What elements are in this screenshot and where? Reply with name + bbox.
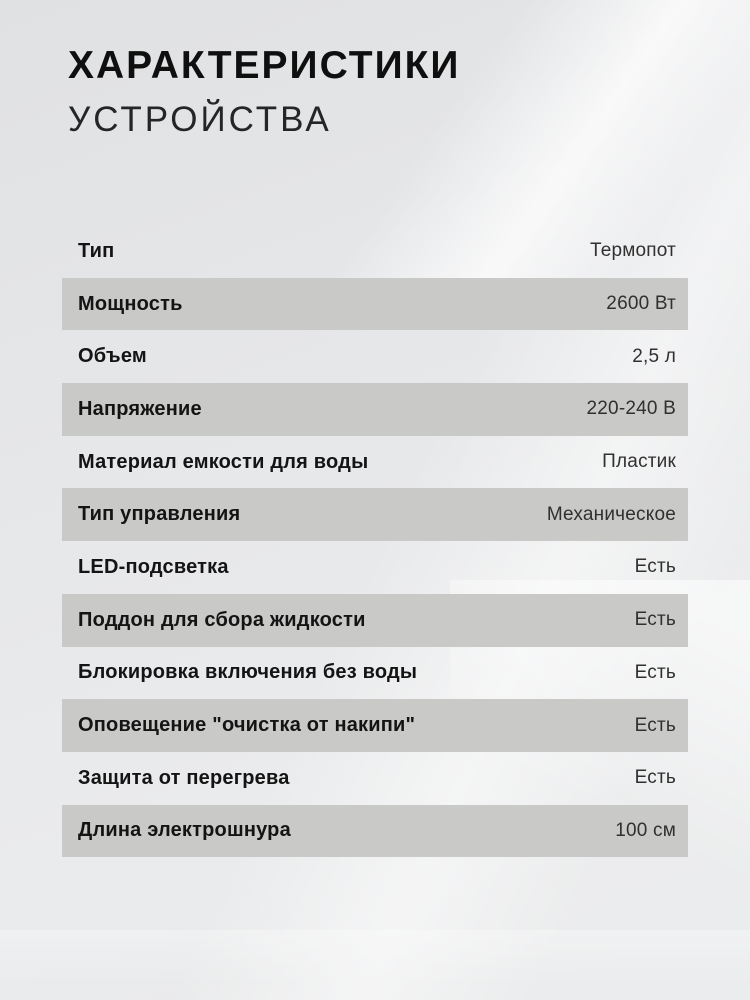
background-light-band: [0, 930, 750, 1000]
spec-value: Термопот: [589, 240, 676, 262]
page-header: ХАРАКТЕРИСТИКИ УСТРОЙСТВА: [68, 44, 461, 139]
spec-label: Мощность: [78, 292, 183, 315]
table-row: Напряжение 220-240 В: [62, 383, 688, 436]
table-row: Тип Термопот: [62, 225, 688, 278]
spec-value: Есть: [634, 609, 676, 631]
spec-value: Пластик: [602, 451, 676, 473]
table-row: Мощность 2600 Вт: [62, 277, 688, 331]
spec-label: Напряжение: [78, 397, 202, 420]
spec-value: Есть: [634, 556, 676, 578]
spec-table: Тип Термопот Мощность 2600 Вт Объем 2,5 л Напр…: [62, 225, 688, 858]
table-row: Поддон для сбора жидкости Есть: [62, 593, 688, 647]
table-row: Защита от перегрева Есть: [62, 752, 688, 805]
spec-label: Блокировка включения без воды: [78, 661, 418, 684]
table-row: Блокировка включения без воды Есть: [62, 647, 688, 700]
spec-label: Тип: [78, 239, 115, 262]
table-row: Материал емкости для воды Пластик: [62, 436, 688, 489]
spec-value: Есть: [634, 714, 676, 736]
table-row: Оповещение "очистка от накипи" Есть: [62, 699, 688, 752]
spec-value: 100 см: [615, 819, 676, 841]
table-row: Тип управления Механическое: [62, 488, 688, 542]
spec-value: 220-240 В: [586, 398, 676, 420]
spec-label: Тип управления: [78, 503, 241, 526]
spec-label: Защита от перегрева: [78, 766, 290, 789]
page-title-line1: ХАРАКТЕРИСТИКИ: [68, 44, 461, 87]
spec-value: Есть: [634, 767, 676, 789]
spec-value: Есть: [634, 661, 676, 683]
spec-label: Материал емкости для воды: [78, 450, 369, 473]
spec-value: 2,5 л: [632, 345, 676, 367]
spec-label: LED-подсветка: [78, 555, 229, 578]
spec-label: Объем: [78, 345, 147, 368]
table-row: Длина электрошнура 100 см: [62, 804, 688, 858]
table-row: LED-подсветка Есть: [62, 541, 688, 594]
table-row: Объем 2,5 л: [62, 330, 688, 383]
spec-label: Длина электрошнура: [78, 819, 291, 842]
spec-value: 2600 Вт: [606, 293, 676, 315]
spec-label: Поддон для сбора жидкости: [78, 608, 366, 631]
page-title-line2: УСТРОЙСТВА: [68, 99, 332, 139]
spec-value: Механическое: [546, 503, 676, 525]
spec-label: Оповещение "очистка от накипи": [78, 714, 416, 737]
